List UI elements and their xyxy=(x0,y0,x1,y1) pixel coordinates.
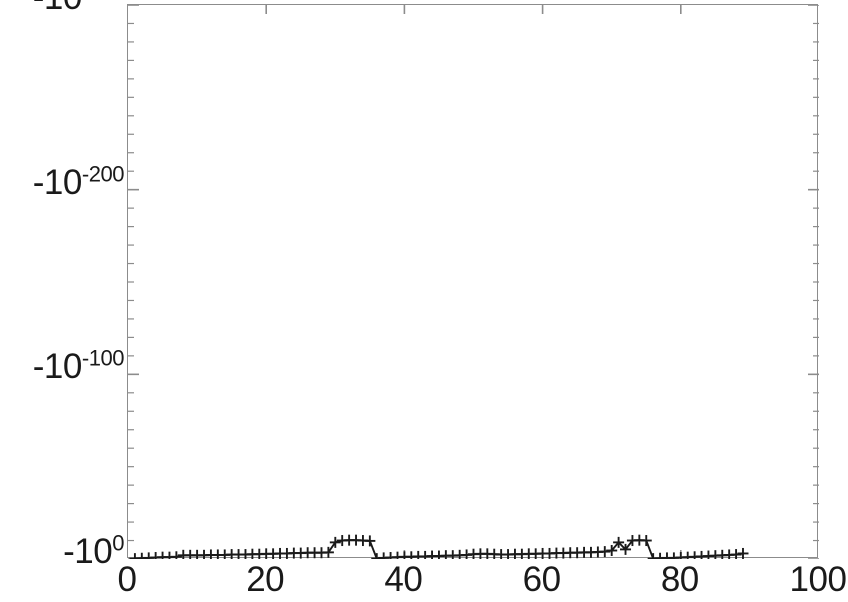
data-marker xyxy=(426,550,438,559)
y-tick-exponent: -300 xyxy=(82,0,124,1)
data-marker xyxy=(391,551,403,559)
data-marker xyxy=(696,550,708,559)
y-tick-exponent: -200 xyxy=(81,161,125,186)
y-tick-exponent: 0 xyxy=(112,530,124,556)
data-marker xyxy=(405,551,417,559)
data-marker xyxy=(640,535,652,547)
plot-svg xyxy=(128,5,819,559)
data-marker xyxy=(440,550,452,559)
data-marker xyxy=(682,551,694,559)
data-marker xyxy=(730,549,742,559)
data-marker xyxy=(163,551,175,559)
y-tick-mantissa: -10 xyxy=(32,162,83,202)
x-axis-tick-label: 40 xyxy=(384,560,423,599)
data-marker xyxy=(329,536,341,548)
y-axis-tick-label: -10-200 xyxy=(32,162,125,202)
y-axis-tick-label: -100 xyxy=(63,532,124,571)
data-marker xyxy=(364,535,376,547)
plot-area xyxy=(127,4,819,559)
x-axis-tick-label: 100 xyxy=(789,560,847,599)
data-marker xyxy=(419,550,431,559)
data-marker xyxy=(599,546,611,558)
data-marker xyxy=(170,551,182,559)
data-series xyxy=(129,534,749,559)
x-axis-tick-label: 20 xyxy=(246,560,285,599)
y-tick-exponent: -100 xyxy=(81,345,125,371)
x-axis-tick-labels: 0 20 40 60 80 100 xyxy=(0,562,848,602)
x-axis-tick-label: 80 xyxy=(660,560,699,599)
data-marker xyxy=(322,546,334,558)
data-marker xyxy=(412,550,424,559)
x-axis-tick-label: 60 xyxy=(522,560,561,599)
y-axis-tick-label: -10-300 xyxy=(33,0,124,15)
y-axis-tick-label: -10-100 xyxy=(32,345,125,387)
data-marker xyxy=(620,543,632,555)
y-tick-mantissa: -10 xyxy=(33,0,83,17)
data-marker xyxy=(606,545,618,557)
x-axis-tick-label: 0 xyxy=(117,560,137,599)
y-axis-tick-labels: -10-300-10-200-10-100-100 xyxy=(0,0,125,600)
data-marker xyxy=(737,547,749,559)
y-tick-mantissa: -10 xyxy=(32,347,83,387)
axis-ticks xyxy=(128,5,819,559)
y-tick-mantissa: -10 xyxy=(63,532,113,571)
data-marker xyxy=(613,536,625,548)
